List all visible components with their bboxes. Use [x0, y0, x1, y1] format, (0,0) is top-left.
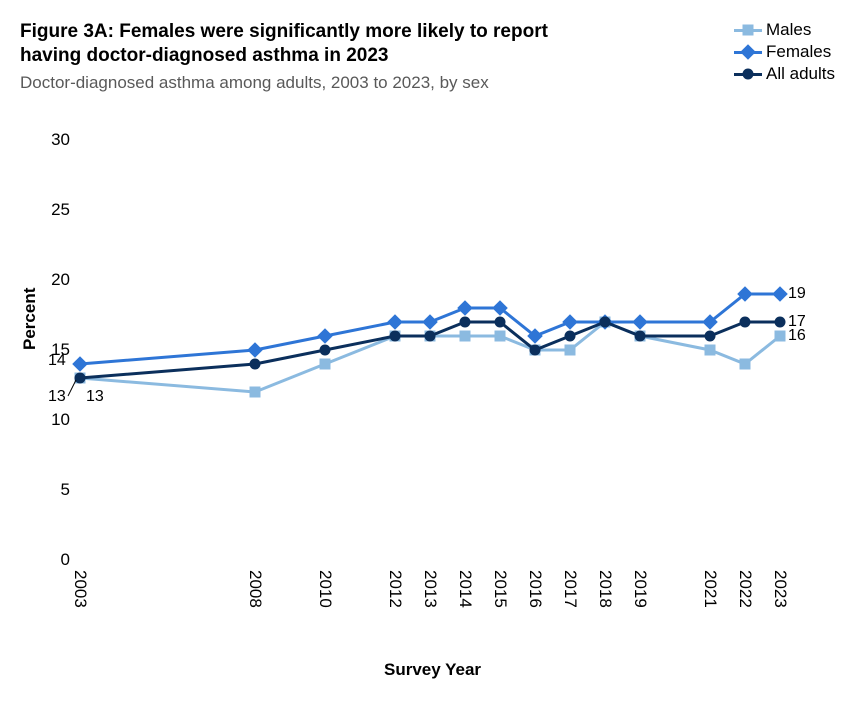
data-point-circle-icon: [75, 373, 86, 384]
legend-label: All adults: [766, 64, 835, 84]
y-tick-label: 5: [61, 480, 70, 500]
series-line: [80, 322, 780, 378]
data-point-circle-icon: [425, 331, 436, 342]
data-point-circle-icon: [775, 317, 786, 328]
data-point-square-icon: [740, 359, 751, 370]
data-point-square-icon: [565, 345, 576, 356]
data-point-circle-icon: [320, 345, 331, 356]
circle-icon: [743, 69, 754, 80]
data-point-diamond-icon: [387, 314, 403, 330]
data-point-square-icon: [320, 359, 331, 370]
x-tick-label: 2023: [770, 570, 790, 608]
data-point-circle-icon: [705, 331, 716, 342]
x-tick-label: 2014: [455, 570, 475, 608]
legend-line: [734, 29, 762, 32]
x-tick-label: 2018: [595, 570, 615, 608]
legend-item: All adults: [734, 64, 835, 84]
x-tick-label: 2008: [245, 570, 265, 608]
data-point-circle-icon: [635, 331, 646, 342]
data-point-diamond-icon: [422, 314, 438, 330]
chart-title: Figure 3A: Females were significantly mo…: [20, 20, 600, 68]
x-axis-label: Survey Year: [384, 660, 481, 680]
data-point-square-icon: [250, 387, 261, 398]
data-point-diamond-icon: [457, 300, 473, 316]
chart-subtitle: Doctor-diagnosed asthma among adults, 20…: [20, 72, 600, 94]
y-tick-label: 25: [51, 200, 70, 220]
data-point-diamond-icon: [247, 342, 263, 358]
legend-line: [734, 51, 762, 54]
diamond-icon: [740, 44, 756, 60]
x-tick-label: 2019: [630, 570, 650, 608]
y-tick-label: 10: [51, 410, 70, 430]
x-tick-label: 2021: [700, 570, 720, 608]
x-tick-label: 2017: [560, 570, 580, 608]
chart-container: Figure 3A: Females were significantly mo…: [20, 20, 845, 697]
data-point-square-icon: [460, 331, 471, 342]
start-value-label: 14: [48, 352, 80, 370]
data-point-circle-icon: [600, 317, 611, 328]
x-tick-label: 2016: [525, 570, 545, 608]
legend-label: Females: [766, 42, 831, 62]
data-point-square-icon: [775, 331, 786, 342]
x-tick-label: 2003: [70, 570, 90, 608]
y-axis-label: Percent: [20, 288, 40, 350]
x-tick-label: 2013: [420, 570, 440, 608]
data-point-diamond-icon: [317, 328, 333, 344]
legend-label: Males: [766, 20, 811, 40]
y-tick-label: 30: [51, 130, 70, 150]
end-value-label: 19: [788, 285, 806, 303]
square-icon: [743, 25, 754, 36]
data-point-diamond-icon: [772, 286, 788, 302]
data-point-square-icon: [705, 345, 716, 356]
data-point-circle-icon: [390, 331, 401, 342]
x-tick-label: 2022: [735, 570, 755, 608]
legend-item: Males: [734, 20, 835, 40]
data-point-diamond-icon: [562, 314, 578, 330]
data-point-circle-icon: [250, 359, 261, 370]
x-tick-label: 2010: [315, 570, 335, 608]
legend: MalesFemalesAll adults: [734, 20, 835, 86]
data-point-circle-icon: [460, 317, 471, 328]
chart-svg: [80, 140, 780, 560]
data-point-square-icon: [495, 331, 506, 342]
start-value-label: 13: [48, 388, 66, 406]
end-value-label: 16: [788, 327, 806, 345]
data-point-circle-icon: [565, 331, 576, 342]
x-tick-label: 2015: [490, 570, 510, 608]
y-tick-label: 0: [61, 550, 70, 570]
start-value-label: 13: [86, 388, 104, 406]
data-point-circle-icon: [495, 317, 506, 328]
plot-area: 0510152025302003200820102012201320142015…: [80, 140, 780, 560]
leader-line: [68, 380, 76, 396]
y-tick-label: 20: [51, 270, 70, 290]
legend-line: [734, 73, 762, 76]
data-point-circle-icon: [530, 345, 541, 356]
data-point-diamond-icon: [632, 314, 648, 330]
legend-item: Females: [734, 42, 835, 62]
title-block: Figure 3A: Females were significantly mo…: [20, 20, 600, 94]
data-point-circle-icon: [740, 317, 751, 328]
x-tick-label: 2012: [385, 570, 405, 608]
